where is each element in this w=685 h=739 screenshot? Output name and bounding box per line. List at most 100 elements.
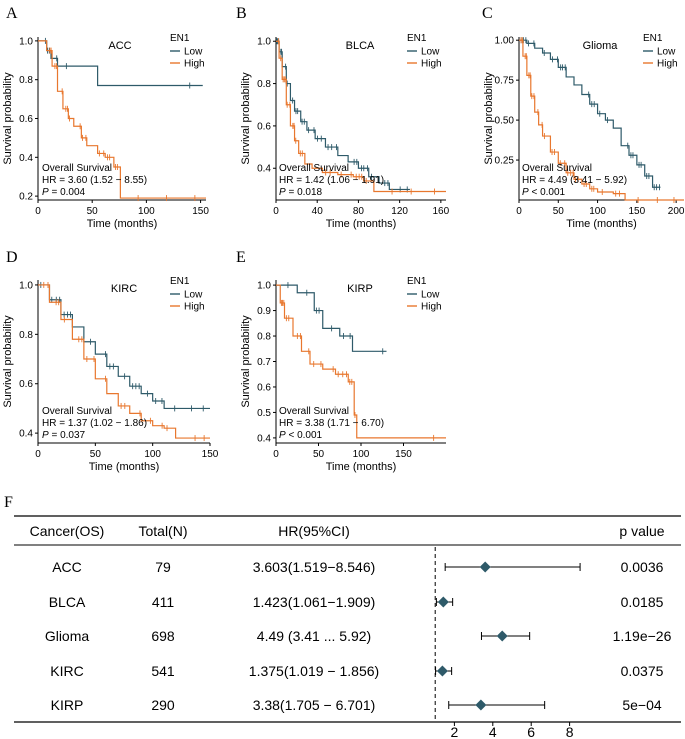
p-value: = 0.018 — [286, 187, 323, 198]
p-value-text: P = 0.018 — [279, 187, 323, 198]
forest-x-tick-label: 4 — [489, 724, 497, 739]
survival-curve-low — [276, 40, 410, 191]
cell-p: 0.0036 — [621, 559, 664, 575]
y-tick-label: 0.7 — [257, 357, 271, 368]
x-axis-label: Time (months) — [326, 218, 397, 230]
cell-hr: 1.375(1.019 − 1.856) — [249, 663, 379, 679]
censor-marks-high — [49, 47, 196, 202]
panel-letter: B — [236, 5, 247, 22]
y-axis-label: Survival probability — [2, 72, 14, 165]
legend-label-high: High — [421, 302, 442, 313]
survival-curve-high — [276, 284, 446, 439]
y-tick-label: 0.6 — [257, 382, 271, 393]
panel-title: Glioma — [583, 40, 619, 52]
panel-letter: E — [236, 249, 246, 266]
p-value: = 0.004 — [49, 187, 86, 198]
legend-title: EN1 — [170, 276, 190, 287]
cell-p: 1.19e−26 — [613, 628, 672, 644]
y-tick-label: 0.8 — [19, 330, 33, 341]
x-tick-label: 40 — [312, 206, 324, 217]
x-axis-label: Time (months) — [87, 218, 158, 230]
p-symbol: P — [42, 430, 49, 441]
header-cancer: Cancer(OS) — [30, 523, 105, 539]
x-tick-label: 100 — [589, 206, 606, 217]
survival-curve-low — [519, 39, 661, 188]
km-panel-b: B BLCA 0.4 0.6 0.8 1.0 0 40 80 120 160 Time (months… — [236, 5, 450, 230]
table-row: ACC 79 3.603(1.519−8.546) 0.0036 — [52, 559, 663, 575]
x-tick-label: 50 — [313, 449, 325, 460]
cell-p: 5e−04 — [622, 697, 662, 713]
legend-label-low: Low — [421, 47, 440, 58]
cell-total: 698 — [151, 628, 175, 644]
cell-hr: 4.49 (3.41 ... 5.92) — [257, 628, 371, 644]
x-tick-label: 100 — [353, 449, 370, 460]
cell-cancer: BLCA — [49, 594, 86, 610]
legend-label-low: Low — [421, 290, 440, 301]
hr-estimate-marker — [436, 665, 448, 677]
y-axis-label: Survival probability — [483, 72, 495, 165]
p-value-text: P < 0.001 — [279, 430, 323, 441]
y-tick-label: 0.6 — [19, 379, 33, 390]
header-hr: HR(95%CI) — [278, 523, 350, 539]
x-tick-label: 0 — [273, 449, 279, 460]
cell-cancer: KIRP — [51, 697, 84, 713]
y-tick-label: 1.0 — [19, 36, 33, 47]
y-tick-label: 0.8 — [19, 75, 33, 86]
cell-total: 290 — [151, 697, 175, 713]
panel-title: KIRC — [111, 283, 137, 295]
p-value-text: P = 0.037 — [42, 430, 86, 441]
header-p: p value — [619, 523, 664, 539]
x-axis-label: Time (months) — [326, 461, 397, 473]
x-axis-label: Time (months) — [89, 461, 160, 473]
x-tick-label: 0 — [35, 206, 41, 217]
survival-curve-low — [276, 284, 387, 352]
overall-survival-label: Overall Survival — [279, 163, 349, 174]
overall-survival-label: Overall Survival — [42, 163, 112, 174]
survival-curve-high — [38, 40, 206, 199]
legend-label-low: Low — [657, 47, 676, 58]
x-tick-label: 100 — [144, 449, 161, 460]
legend-label-high: High — [421, 59, 442, 70]
overall-survival-label: Overall Survival — [279, 406, 349, 417]
hr-estimate-marker — [475, 699, 487, 711]
y-tick-label: 0.4 — [19, 153, 33, 164]
x-tick-label: 0 — [35, 449, 41, 460]
p-symbol: P — [522, 187, 529, 198]
y-tick-label: 1.0 — [257, 281, 271, 292]
x-tick-label: 80 — [353, 206, 365, 217]
table-row: BLCA 411 1.423(1.061−1.909) 0.0185 — [49, 594, 664, 610]
header-total: Total(N) — [138, 523, 187, 539]
x-tick-label: 100 — [138, 206, 155, 217]
y-tick-label: 0.8 — [257, 332, 271, 343]
x-tick-label: 150 — [395, 449, 412, 460]
legend-label-high: High — [184, 59, 205, 70]
y-tick-label: 0.4 — [257, 433, 271, 444]
legend-label-high: High — [184, 302, 205, 313]
y-tick-label: 0.8 — [257, 79, 271, 90]
x-tick-label: 50 — [87, 206, 99, 217]
panel-title: KIRP — [347, 283, 373, 295]
legend-title: EN1 — [643, 33, 663, 44]
y-tick-label: 0.50 — [495, 116, 515, 127]
cell-total: 411 — [152, 594, 175, 610]
panel-title: ACC — [108, 40, 131, 52]
legend-label-low: Low — [184, 290, 203, 301]
legend-title: EN1 — [407, 276, 427, 287]
cell-total: 79 — [155, 559, 171, 575]
hr-estimate-marker — [437, 596, 449, 608]
cell-hr: 1.423(1.061−1.909) — [253, 594, 376, 610]
hr-estimate-marker — [496, 630, 508, 642]
panel-letter: D — [6, 249, 18, 266]
censor-marks-low — [40, 281, 204, 412]
y-tick-label: 0.25 — [495, 156, 515, 167]
hazard-ratio-text: HR = 1.42 (1.06 − 1.91) — [279, 175, 384, 186]
forest-plot: F Cancer(OS) Total(N) HR(95%CI) p value ACC 79… — [4, 494, 681, 739]
x-tick-label: 0 — [516, 206, 522, 217]
panel-letter: C — [482, 5, 493, 22]
